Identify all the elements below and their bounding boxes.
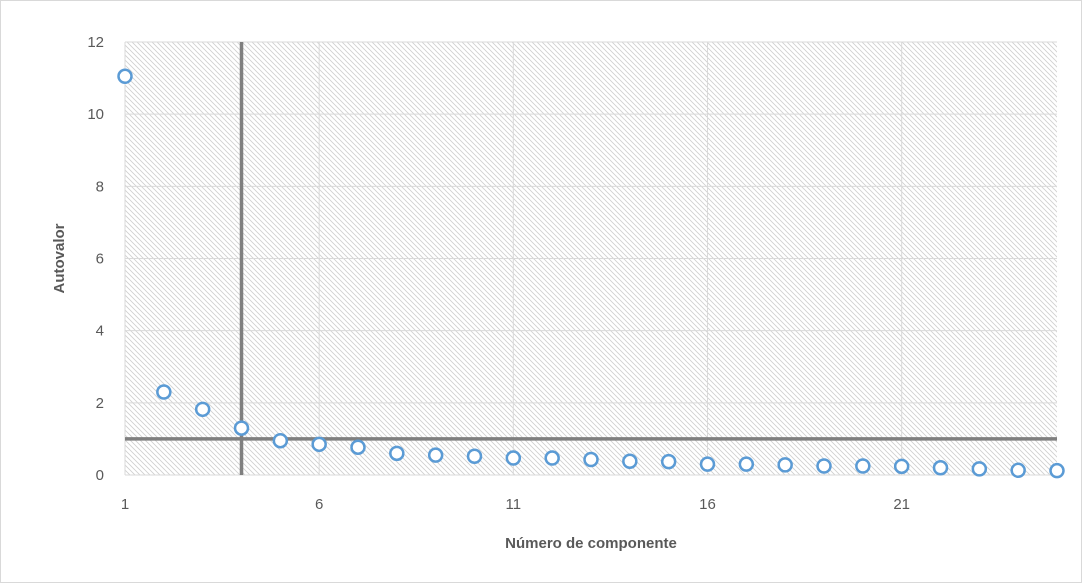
y-tick-label: 4 (96, 323, 104, 340)
data-point (816, 458, 832, 474)
data-point (427, 447, 444, 463)
data-point (1010, 462, 1026, 479)
x-tick-label: 21 (893, 496, 910, 513)
data-point (738, 456, 755, 472)
data-point (660, 453, 677, 470)
x-tick-label: 6 (315, 496, 323, 513)
data-point (505, 450, 522, 466)
data-point (622, 453, 638, 470)
data-point (583, 451, 599, 468)
y-axis-ticks: 0 2 4 6 8 10 12 (87, 34, 104, 484)
gridlines (124, 41, 1057, 476)
y-tick-label: 10 (87, 106, 104, 123)
data-point (855, 458, 871, 474)
data-point (311, 436, 327, 453)
y-tick-label: 6 (96, 251, 104, 268)
x-tick-label: 11 (506, 496, 522, 513)
data-point (389, 445, 405, 462)
data-point (971, 461, 988, 477)
x-tick-label: 1 (121, 496, 129, 513)
data-point (932, 460, 949, 476)
data-point (233, 420, 250, 436)
data-point (544, 450, 560, 466)
data-point (699, 456, 716, 472)
data-points (117, 68, 1065, 479)
data-point (350, 439, 366, 455)
y-tick-label: 0 (96, 467, 104, 484)
data-point (893, 458, 910, 475)
x-axis-title: Número de componente (505, 535, 677, 552)
data-point (1049, 462, 1065, 479)
y-tick-label: 12 (87, 34, 104, 51)
y-tick-label: 8 (96, 178, 104, 195)
y-axis-title: Autovalor (51, 223, 68, 293)
x-axis-ticks: 1 6 11 16 21 (121, 496, 910, 513)
data-point (156, 384, 172, 400)
data-point (466, 448, 483, 464)
data-point (194, 401, 211, 418)
data-point (117, 68, 133, 85)
data-point (272, 432, 289, 449)
data-point (777, 457, 793, 473)
x-tick-label: 16 (699, 496, 716, 513)
y-tick-label: 2 (96, 395, 104, 412)
